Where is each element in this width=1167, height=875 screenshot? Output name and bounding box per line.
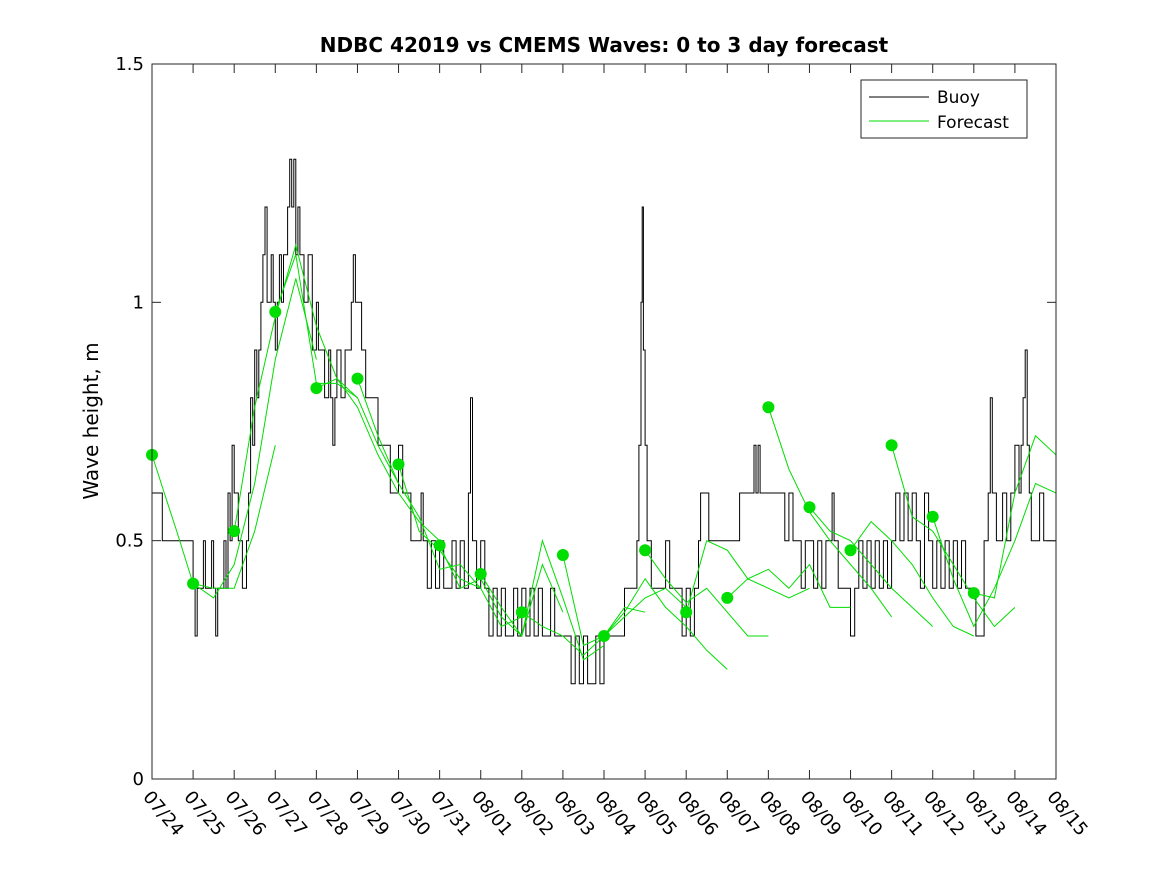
series-line-forecast-run <box>480 538 605 661</box>
y-tick-label: 1 <box>133 292 144 313</box>
forecast-start-point <box>844 544 857 557</box>
forecast-start-point <box>639 544 652 557</box>
series-line-forecast-run <box>357 378 482 589</box>
series-line-forecast-run <box>850 520 975 637</box>
series-line-forecast-run <box>316 377 440 542</box>
legend: Buoy Forecast <box>860 79 1028 139</box>
forecast-start-point <box>433 539 446 552</box>
y-axis-label: Wave height, m <box>79 342 103 499</box>
forecast-start-markers <box>146 305 980 642</box>
forecast-start-point <box>474 568 487 580</box>
series-line-forecast-run <box>767 407 893 618</box>
forecast-start-point <box>803 501 816 514</box>
y-tick-label: 0 <box>133 769 144 790</box>
forecast-start-point <box>556 549 569 561</box>
series-line-forecast-run <box>973 434 1056 599</box>
legend-label-buoy: Buoy <box>937 88 980 108</box>
series-line-forecast-run <box>932 482 1056 628</box>
series-line-forecast-run <box>809 506 934 627</box>
series-line-forecast-run <box>603 577 728 670</box>
series-line-forecast-run <box>398 464 523 628</box>
series-line-forecast-run <box>192 278 317 599</box>
forecast-start-point <box>762 401 775 414</box>
y-tick-label: 1.5 <box>115 54 144 75</box>
forecast-start-point <box>228 525 241 538</box>
series-line-forecast-run <box>521 606 646 656</box>
series-line-forecast-run <box>439 545 564 637</box>
series-line-forecast-run <box>726 563 851 608</box>
forecast-start-point <box>515 606 528 619</box>
series-layer <box>152 158 1056 685</box>
forecast-start-point <box>885 439 898 452</box>
forecast-start-point <box>392 458 405 471</box>
forecast-start-point <box>598 630 610 642</box>
y-tick-label: 0.5 <box>115 531 144 552</box>
legend-box <box>860 79 1028 139</box>
forecast-start-point <box>269 305 282 318</box>
series-line-forecast-run <box>562 554 687 647</box>
forecast-start-point <box>967 587 980 600</box>
forecast-start-point <box>310 382 323 395</box>
series-line-forecast-run <box>891 445 1016 628</box>
series-line-forecast-run <box>644 549 769 637</box>
forecast-start-point <box>680 606 693 619</box>
chart-title: NDBC 42019 vs CMEMS Waves: 0 to 3 day fo… <box>320 33 889 57</box>
forecast-start-point <box>926 510 939 523</box>
forecast-start-point <box>721 591 734 604</box>
forecast-start-point <box>351 372 364 385</box>
forecast-start-point <box>187 577 200 590</box>
legend-label-forecast: Forecast <box>937 113 1009 133</box>
series-line-forecast-run <box>152 445 276 589</box>
series-line-forecast-run <box>274 254 399 484</box>
